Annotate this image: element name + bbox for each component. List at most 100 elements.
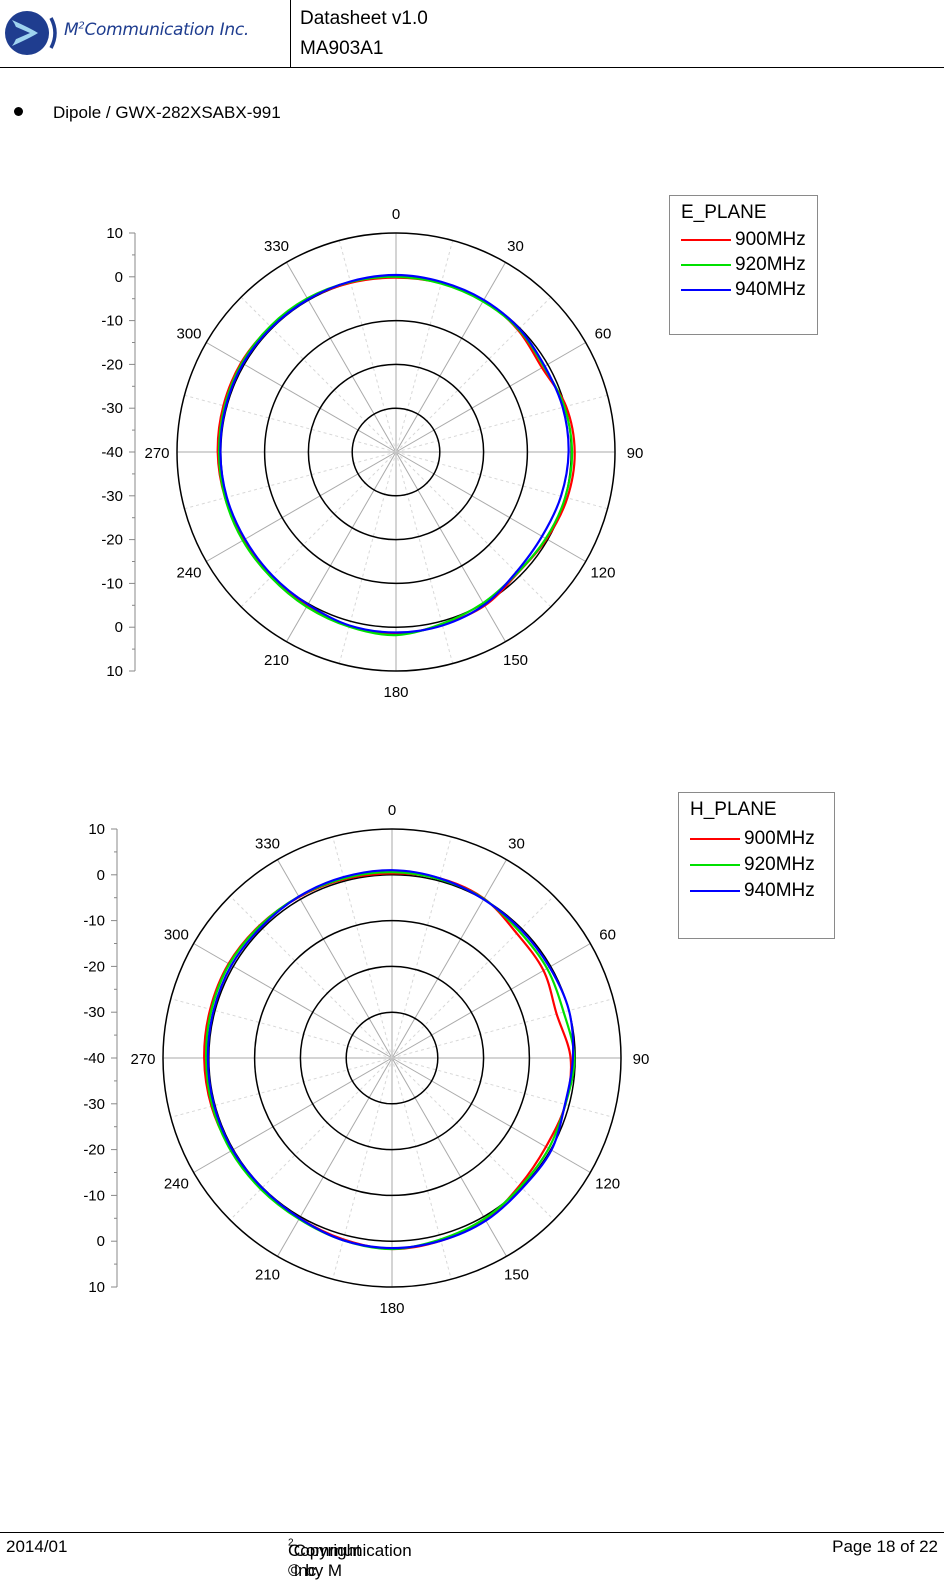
radial-tick-label: 0: [97, 867, 105, 884]
radial-tick-label: -20: [83, 958, 105, 975]
angle-tick-label: 270: [130, 1051, 155, 1068]
series-940MHz: [219, 273, 570, 634]
legend-item-920: 920MHz: [690, 854, 815, 876]
legend-swatch-red: [690, 838, 740, 840]
radial-tick-label: -30: [83, 1096, 105, 1113]
polar-spoke: [184, 451, 397, 510]
polar-spoke: [170, 1057, 393, 1118]
legend-swatch-green: [681, 264, 731, 266]
polar-spoke: [395, 451, 454, 664]
angle-tick-label: 300: [164, 927, 189, 944]
polar-spoke: [391, 1057, 591, 1173]
radial-tick-label: 10: [106, 663, 123, 680]
radial-tick-label: -30: [101, 488, 123, 505]
polar-spoke: [286, 451, 397, 642]
h-plane-legend: H_PLANE 900MHz 920MHz 940MHz: [678, 792, 835, 939]
polar-spoke: [391, 895, 555, 1059]
angle-tick-label: 90: [633, 1051, 650, 1068]
angle-tick-label: 30: [507, 238, 524, 255]
legend-swatch-green: [690, 864, 740, 866]
radial-tick-label: 0: [115, 269, 123, 286]
angle-tick-label: 60: [599, 927, 616, 944]
polar-spoke: [391, 998, 614, 1059]
polar-spoke: [240, 296, 397, 453]
radial-tick-label: -20: [101, 532, 123, 549]
radial-tick-label: -20: [83, 1142, 105, 1159]
angle-tick-label: 270: [144, 445, 169, 462]
radial-tick-label: 10: [88, 821, 105, 838]
polar-ring: [263, 319, 529, 585]
angle-tick-label: 330: [264, 238, 289, 255]
polar-spoke: [395, 240, 454, 453]
radial-tick-label: -40: [101, 444, 123, 461]
radial-tick-label: -10: [101, 575, 123, 592]
polar-spoke: [229, 895, 393, 1059]
polar-spoke: [170, 998, 393, 1059]
polar-spoke: [395, 451, 552, 608]
e-plane-polar-chart: 0 30 60 90 120 150 180 210 240 270 300 330 10 0 -10 -20…: [101, 206, 643, 701]
legend-item-920: 920MHz: [681, 254, 806, 276]
polar-ring: [351, 407, 441, 497]
angle-tick-label: 60: [595, 326, 612, 343]
radial-tick-label: -10: [83, 1187, 105, 1204]
legend-label: 920MHz: [735, 254, 806, 275]
legend-item-900: 900MHz: [690, 828, 815, 850]
angle-tick-label: 240: [177, 565, 202, 582]
polar-spoke: [193, 1057, 393, 1173]
legend-label: 900MHz: [744, 828, 815, 849]
angle-tick-label: 150: [504, 1267, 529, 1284]
polar-spoke: [391, 1057, 452, 1280]
angle-tick-label: 0: [388, 802, 396, 819]
legend-title: H_PLANE: [690, 799, 777, 820]
legend-label: 940MHz: [744, 880, 815, 901]
polar-spoke: [391, 1057, 614, 1118]
radial-tick-label: -40: [83, 1050, 105, 1067]
doc-meta: Datasheet v1.0 MA903A1: [300, 4, 428, 64]
legend-label: 940MHz: [735, 279, 806, 300]
antenna-label: Dipole / GWX-282XSABX-991: [53, 103, 281, 122]
polar-spoke: [332, 1057, 393, 1280]
polar-spoke: [338, 240, 397, 453]
polar-ring: [299, 965, 485, 1151]
model-number: MA903A1: [300, 38, 384, 59]
angle-tick-label: 210: [255, 1267, 280, 1284]
angle-tick-label: 30: [508, 835, 525, 852]
h-plane-polar-chart: 0 30 60 90 120 150 180 210 240 270 300 330 10 0 -10 -20…: [83, 802, 650, 1317]
legend-label: 900MHz: [735, 229, 806, 250]
footer-copyright: Copyright © by M 2 Communication Inc.: [288, 1537, 412, 1580]
footer-date: 2014/01: [6, 1537, 68, 1556]
angle-tick-label: 240: [164, 1176, 189, 1193]
polar-ring: [253, 919, 531, 1197]
polar-spoke: [277, 1057, 393, 1257]
angle-tick-label: 210: [264, 652, 289, 669]
bullet-icon: [14, 107, 23, 116]
angle-tick-label: 120: [590, 565, 615, 582]
polar-ring: [307, 363, 485, 541]
polar-spoke: [395, 296, 552, 453]
polar-spoke: [338, 451, 397, 664]
angle-tick-label: 0: [392, 206, 400, 223]
legend-swatch-red: [681, 239, 731, 241]
radial-tick-label: 10: [106, 225, 123, 242]
angle-tick-label: 180: [379, 1300, 404, 1317]
polar-spoke: [391, 943, 591, 1059]
polar-ring: [176, 232, 616, 672]
radial-tick-label: 0: [97, 1233, 105, 1250]
polar-spoke: [184, 394, 397, 453]
radial-tick-label: 10: [88, 1279, 105, 1296]
legend-item-900: 900MHz: [681, 229, 806, 251]
polar-spoke: [240, 451, 397, 608]
angle-tick-label: 120: [595, 1176, 620, 1193]
company-logo-icon: [5, 11, 57, 55]
polar-spoke: [395, 394, 608, 453]
page-footer: 2014/01 Copyright © by M 2 Communication I…: [0, 1532, 944, 1580]
polar-spoke: [395, 451, 586, 562]
radial-tick-label: -30: [83, 1004, 105, 1021]
logo-cell: M2Communication Inc.: [0, 0, 291, 67]
polar-spoke: [286, 262, 397, 453]
doc-title: Datasheet v1.0: [300, 8, 428, 29]
polar-spoke: [277, 859, 393, 1059]
polar-spoke: [332, 836, 393, 1059]
legend-swatch-blue: [690, 890, 740, 892]
polar-spoke: [206, 451, 397, 562]
